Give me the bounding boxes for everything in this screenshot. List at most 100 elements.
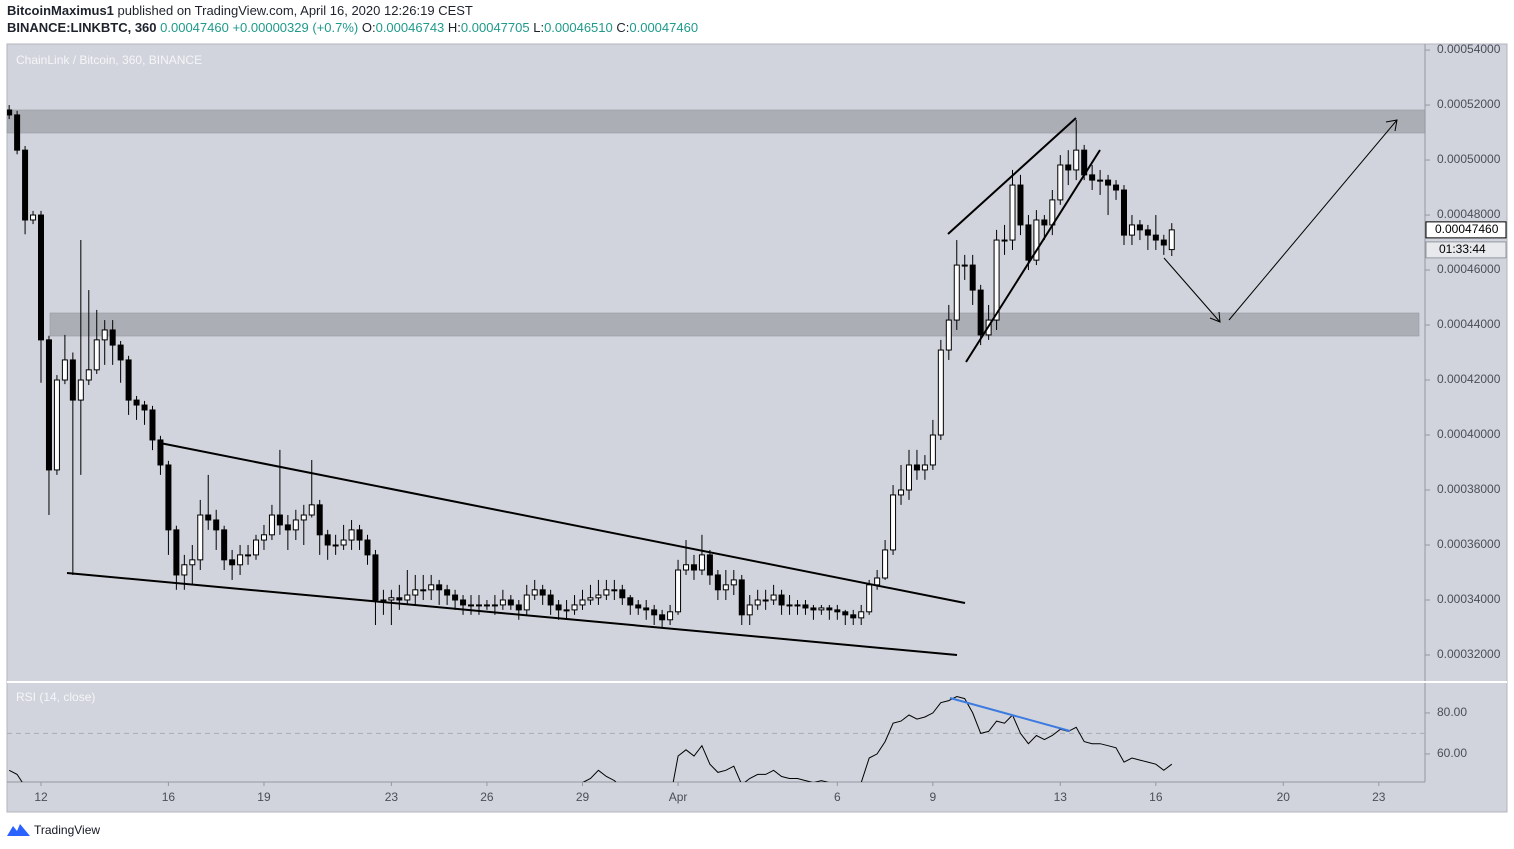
candle-body [826,607,833,611]
candle-body [420,589,427,592]
candle-body [754,599,761,606]
candle-body [667,611,674,621]
candle-body [253,539,260,556]
candle-body [762,599,769,602]
candle-body [635,604,642,609]
candle-body [515,604,522,611]
candle-body [858,611,865,619]
published: published on TradingView.com, April 16, … [118,3,473,18]
candle-body [292,519,299,531]
resistance-zone [6,109,1426,134]
candle-body [738,579,745,616]
candle-body [929,434,936,466]
candle-body [619,589,626,599]
candle-body [436,584,443,591]
candle-body [953,264,960,321]
candle-body [14,114,21,151]
candle-body [221,529,228,561]
candle-body [205,514,212,521]
candle-body [133,399,140,406]
candle-body [531,589,538,596]
candle-body [380,599,387,602]
candle-body [213,519,220,531]
candle-body [683,564,690,571]
candle-body [460,599,467,606]
candle-body [714,574,721,591]
candle-body [316,504,323,536]
candle-body [890,494,897,551]
x-tick-label: 13 [1054,790,1068,804]
quote-line: BINANCE:LINKBTC, 360 0.00047460 +0.00000… [7,20,698,35]
candle-body [1025,224,1032,261]
candle-body [1144,229,1151,236]
wedge-upper [159,442,966,604]
candle-body [571,604,578,611]
author: BitcoinMaximus1 [7,3,114,18]
candle-body [850,614,857,619]
candle-body [834,609,841,613]
candle-body [627,597,634,606]
candle-body [770,594,777,601]
candle-body [53,379,60,471]
candle-body [45,339,52,471]
candle-body [85,369,92,381]
candle-body [237,554,244,566]
x-tick-label: 6 [834,790,841,804]
candle-body [181,564,188,576]
candle-body [523,594,530,611]
candle-body [268,514,275,536]
candle-body [794,604,801,607]
candle-body [93,339,100,371]
candle-body [898,489,905,496]
candle-body [1041,219,1048,226]
candle-body [1168,229,1175,251]
candle-body [882,549,889,579]
panel [6,43,1508,813]
rsi-tick-label: 80.00 [1437,705,1467,719]
candle-body [77,379,84,401]
candle-body [1033,219,1040,261]
x-tick-label: 19 [257,790,271,804]
candle-body [1105,179,1112,186]
projection-arrow [1163,119,1398,323]
x-tick-label: 16 [162,790,176,804]
candle-body [7,109,13,116]
logo [7,824,30,836]
price-label: 0.00047460 [1435,222,1499,236]
countdown-box [1425,241,1507,259]
candle-body [786,604,793,607]
o: 0.00046743 [376,20,445,35]
candle-body [284,524,291,531]
candle-body [675,569,682,613]
x-tick-label: 16 [1149,790,1163,804]
candle-body [101,329,108,341]
x-tick-label: 26 [480,790,494,804]
candle-body [499,599,506,606]
brand: TradingView [34,823,100,837]
candle-body [507,599,514,606]
rising-wedge-lower [965,149,1101,363]
candle-body [165,464,172,531]
candle-body [913,464,920,471]
candle-body [117,344,124,361]
y-tick-label: 0.00048000 [1437,207,1501,221]
candle-body [1120,189,1127,236]
price-label-box [1425,221,1507,239]
footer: TradingView [7,823,100,837]
candle-body [539,589,546,596]
candle-body [1001,239,1008,242]
candle-body [651,609,658,616]
candle-body [659,614,666,621]
candle-body [69,359,76,401]
candle-body [300,514,307,521]
countdown: 01:33:44 [1439,242,1486,256]
c-label: C: [616,20,629,35]
y-tick-label: 0.00052000 [1437,97,1501,111]
y-tick-label: 0.00046000 [1437,262,1501,276]
candle-body [945,319,952,351]
rising-wedge-upper [947,117,1077,235]
candle-body [1073,149,1080,171]
candle-body [468,604,475,607]
x-tick-label: Apr [669,790,688,804]
